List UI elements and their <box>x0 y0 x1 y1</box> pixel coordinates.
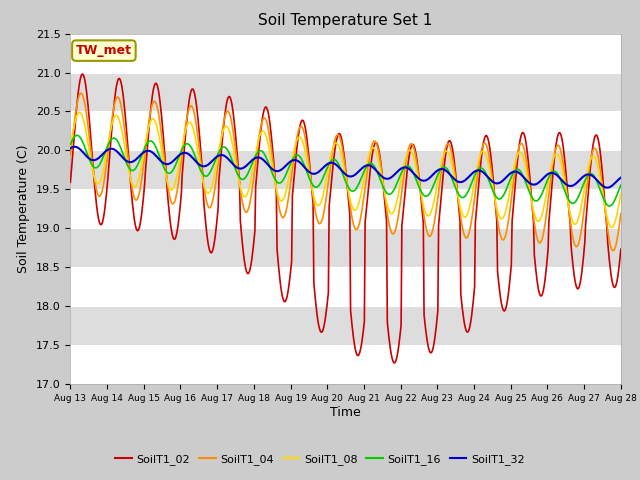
Legend: SoilT1_02, SoilT1_04, SoilT1_08, SoilT1_16, SoilT1_32: SoilT1_02, SoilT1_04, SoilT1_08, SoilT1_… <box>111 450 529 469</box>
Text: TW_met: TW_met <box>76 44 132 57</box>
Bar <box>70 267 621 306</box>
Bar <box>70 111 621 150</box>
Bar <box>70 150 621 189</box>
Bar <box>70 345 621 384</box>
Bar <box>70 228 621 267</box>
Bar <box>70 189 621 228</box>
Bar <box>70 72 621 111</box>
Title: Soil Temperature Set 1: Soil Temperature Set 1 <box>259 13 433 28</box>
Y-axis label: Soil Temperature (C): Soil Temperature (C) <box>17 144 30 273</box>
Bar <box>70 306 621 345</box>
X-axis label: Time: Time <box>330 406 361 419</box>
Bar <box>70 34 621 72</box>
